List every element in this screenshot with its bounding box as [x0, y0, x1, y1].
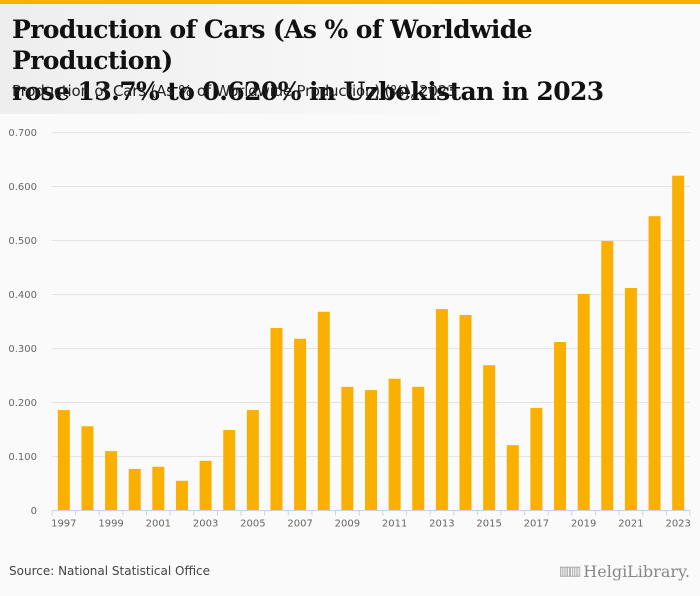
bar-chart: 0 0.100 0.200 0.300 0.400 0.500 0.600 0.700 199…: [8, 128, 691, 530]
bar-2019[interactable]: 2019: 0.401: [577, 293, 590, 511]
bar-2004[interactable]: 2004: 0.149: [223, 430, 236, 511]
y-tick-label: 0.700: [8, 128, 37, 139]
helgi-library-logo[interactable]: ▥▥ HelgiLibrary.: [559, 562, 690, 581]
bar-2013[interactable]: 2013: 0.373: [435, 309, 448, 511]
chart-header: Production of Cars (As % of Worldwide Pr…: [0, 4, 700, 114]
bar-2021[interactable]: 2021: 0.412: [624, 288, 637, 511]
x-tick-label: 2009: [335, 519, 360, 530]
chart-title: Production of Cars (As % of Worldwide Pr…: [12, 14, 700, 107]
source-note: Source: National Statistical Office: [9, 564, 211, 578]
logo-text: HelgiLibrary.: [583, 562, 690, 581]
bar-2008[interactable]: 2008: 0.368: [317, 311, 330, 511]
y-tick-label: 0.500: [8, 236, 37, 247]
x-tick-label: 1997: [51, 519, 76, 530]
y-tick-label: 0.300: [8, 344, 37, 355]
x-tick-label: 2015: [476, 519, 501, 530]
bar-2012[interactable]: 2012: 0.229: [412, 386, 425, 511]
x-axis: 1997 1999 2001 2003 2005 2007 2009 2011 2013 2015…: [51, 510, 691, 530]
x-tick-label: 2001: [146, 519, 171, 530]
bar-2005[interactable]: 2005: 0.186: [246, 410, 259, 511]
accent-bar: [0, 0, 700, 4]
bar-1997[interactable]: 1997: 0.186: [57, 410, 70, 511]
x-tick-label: 2005: [240, 519, 265, 530]
y-tick-label: 0: [31, 506, 37, 517]
bar-2016[interactable]: 2016: 0.121: [506, 445, 519, 511]
bar-1998[interactable]: 1998: 0.156: [81, 426, 94, 511]
bar-2001[interactable]: 2001: 0.081: [152, 466, 165, 511]
x-tick-label: 2011: [382, 519, 407, 530]
bar-2009[interactable]: 2009: 0.229: [341, 386, 354, 511]
bar-1999[interactable]: 1999: 0.11: [105, 451, 118, 511]
bar-2010[interactable]: 2010: 0.223: [365, 390, 377, 511]
bar-2017[interactable]: 2017: 0.19: [530, 407, 543, 511]
bar-2020[interactable]: 2020: 0.499: [601, 241, 614, 511]
bar-2007[interactable]: 2007: 0.318: [294, 338, 307, 511]
bar-2002[interactable]: 2002: 0.055: [175, 480, 188, 511]
x-tick-label: 2019: [571, 519, 596, 530]
bar-2023[interactable]: 2023: 0.62: [672, 175, 685, 511]
x-tick-label: 2003: [193, 519, 218, 530]
bar-2006[interactable]: 2006: 0.338: [270, 327, 283, 511]
y-tick-label: 0.400: [8, 290, 37, 301]
title-line-1: Production of Cars (As % of Worldwide Pr…: [12, 15, 533, 75]
bar-2018[interactable]: 2018: 0.312: [554, 342, 567, 511]
library-building-icon: ▥▥: [558, 564, 582, 579]
title-line-2: rose 13.7% to 0.620% in Uzbekistan in 20…: [12, 77, 604, 106]
bar-2022[interactable]: 2022: 0.545: [648, 216, 661, 511]
x-tick-label: 2021: [618, 519, 643, 530]
x-tick-label: 2023: [665, 519, 690, 530]
chart-subtitle: Production of Cars (As % of Worldwide Pr…: [12, 82, 457, 100]
x-tick-label: 2013: [429, 519, 454, 530]
x-tick-label: 2017: [524, 519, 549, 530]
x-tick-label: 1999: [98, 519, 123, 530]
x-tick-label: 2007: [287, 519, 312, 530]
bar-2003[interactable]: 2003: 0.092: [199, 460, 212, 511]
y-tick-label: 0.200: [8, 398, 37, 409]
bar-2014[interactable]: 2014: 0.362: [459, 315, 472, 511]
bar-2015[interactable]: 2015: 0.269: [483, 365, 496, 511]
y-axis-ticks: 0 0.100 0.200 0.300 0.400 0.500 0.600 0.700: [8, 128, 37, 517]
y-tick-label: 0.100: [8, 452, 37, 463]
y-tick-label: 0.600: [8, 182, 37, 193]
bar-2011[interactable]: 2011: 0.244: [388, 378, 401, 511]
